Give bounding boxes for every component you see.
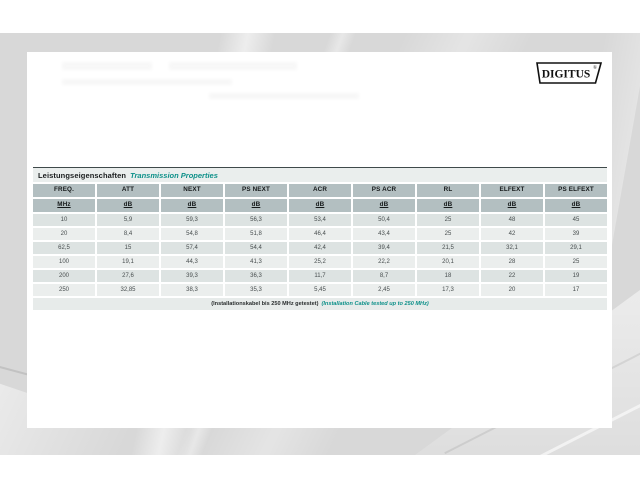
- table-row: 250 32,85 38,3 35,3 5,45 2,45 17,3 20 17: [33, 284, 607, 296]
- table-cell: 46,4: [289, 228, 351, 240]
- table-cell: 27,6: [97, 270, 159, 282]
- table-cell: 25: [417, 214, 479, 226]
- faded-print-artifact: [209, 93, 359, 99]
- table-cell: 20: [33, 228, 95, 240]
- table-cell: 59,3: [161, 214, 223, 226]
- table-cell: 57,4: [161, 242, 223, 254]
- table-header-row: FREQ. ATT NEXT PS NEXT ACR PS ACR RL ELFEXT PS E…: [33, 184, 607, 197]
- table-cell: 8,4: [97, 228, 159, 240]
- unit-label: dB: [225, 199, 287, 212]
- table-row: 200 27,6 39,3 36,3 11,7 8,7 18 22 19: [33, 270, 607, 282]
- faded-print-artifact: [62, 79, 232, 85]
- table-cell: 54,8: [161, 228, 223, 240]
- unit-label: dB: [481, 199, 543, 212]
- table-cell: 32,1: [481, 242, 543, 254]
- table-cell: 32,85: [97, 284, 159, 296]
- table-cell: 8,7: [353, 270, 415, 282]
- table-cell: 20: [481, 284, 543, 296]
- faded-print-artifact: [169, 62, 297, 70]
- digitus-logo-text: DIGITUS: [542, 69, 591, 81]
- table-cell: 21,5: [417, 242, 479, 254]
- table-cell: 48: [481, 214, 543, 226]
- column-header: ATT: [97, 184, 159, 197]
- table-cell: 41,3: [225, 256, 287, 268]
- table-cell: 5,9: [97, 214, 159, 226]
- table-title-english: Transmission Properties: [130, 170, 218, 180]
- table-cell: 11,7: [289, 270, 351, 282]
- table-cell: 28: [481, 256, 543, 268]
- column-header: FREQ.: [33, 184, 95, 197]
- table-cell: 54,4: [225, 242, 287, 254]
- table-cell: 51,8: [225, 228, 287, 240]
- table-cell: 22: [481, 270, 543, 282]
- table-cell: 17,3: [417, 284, 479, 296]
- table-row: 10 5,9 59,3 56,3 53,4 50,4 25 48 45: [33, 214, 607, 226]
- footnote-german: (Installationskabel bis 250 MHz getestet…: [211, 301, 319, 307]
- table-cell: 39,4: [353, 242, 415, 254]
- table-cell: 10: [33, 214, 95, 226]
- table-cell: 15: [97, 242, 159, 254]
- table-cell: 20,1: [417, 256, 479, 268]
- table-row: 20 8,4 54,8 51,8 46,4 43,4 25 42 39: [33, 228, 607, 240]
- table-cell: 45: [545, 214, 607, 226]
- table-cell: 44,3: [161, 256, 223, 268]
- unit-label: dB: [353, 199, 415, 212]
- column-header: NEXT: [161, 184, 223, 197]
- table-row: 62,5 15 57,4 54,4 42,4 39,4 21,5 32,1 29,1: [33, 242, 607, 254]
- table-cell: 36,3: [225, 270, 287, 282]
- column-header: ACR: [289, 184, 351, 197]
- unit-label: dB: [97, 199, 159, 212]
- column-header: PS NEXT: [225, 184, 287, 197]
- column-header: RL: [417, 184, 479, 197]
- table-row: 100 19,1 44,3 41,3 25,2 22,2 20,1 28 25: [33, 256, 607, 268]
- unit-label: MHz: [33, 199, 95, 212]
- footnote-english: (Installation Cable tested up to 250 MHz…: [321, 301, 429, 307]
- table-cell: 25,2: [289, 256, 351, 268]
- table-cell: 200: [33, 270, 95, 282]
- digitus-logo: DIGITUS ®: [535, 61, 603, 85]
- datasheet-page: DIGITUS ® Leistungseigenschaften Transmi…: [27, 52, 612, 428]
- faded-print-artifact: [62, 62, 152, 70]
- unit-label: dB: [417, 199, 479, 212]
- unit-label: dB: [289, 199, 351, 212]
- table-cell: 39,3: [161, 270, 223, 282]
- table-cell: 50,4: [353, 214, 415, 226]
- table-cell: 5,45: [289, 284, 351, 296]
- table-cell: 100: [33, 256, 95, 268]
- registered-trademark-icon: ®: [593, 65, 597, 71]
- table-cell: 38,3: [161, 284, 223, 296]
- table-cell: 250: [33, 284, 95, 296]
- column-header: PS ELFEXT: [545, 184, 607, 197]
- table-cell: 22,2: [353, 256, 415, 268]
- table-cell: 42: [481, 228, 543, 240]
- table-units-row: MHz dB dB dB dB dB dB dB dB: [33, 199, 607, 212]
- table-cell: 2,45: [353, 284, 415, 296]
- table-cell: 25: [545, 256, 607, 268]
- unit-label: dB: [161, 199, 223, 212]
- unit-label: dB: [545, 199, 607, 212]
- table-cell: 17: [545, 284, 607, 296]
- digitus-logo-frame: DIGITUS ®: [536, 62, 603, 84]
- table-body: 10 5,9 59,3 56,3 53,4 50,4 25 48 45 20 8,4 54,8 51,8…: [33, 214, 607, 296]
- column-header: PS ACR: [353, 184, 415, 197]
- table-cell: 42,4: [289, 242, 351, 254]
- table-cell: 25: [417, 228, 479, 240]
- transmission-properties-table: Leistungseigenschaften Transmission Prop…: [33, 167, 607, 310]
- table-cell: 18: [417, 270, 479, 282]
- table-cell: 43,4: [353, 228, 415, 240]
- table-cell: 19: [545, 270, 607, 282]
- table-cell: 35,3: [225, 284, 287, 296]
- table-title-german: Leistungseigenschaften: [38, 170, 127, 180]
- table-cell: 56,3: [225, 214, 287, 226]
- table-cell: 53,4: [289, 214, 351, 226]
- table-cell: 62,5: [33, 242, 95, 254]
- column-header: ELFEXT: [481, 184, 543, 197]
- table-footnote-bar: (Installationskabel bis 250 MHz getestet…: [33, 298, 607, 310]
- table-title-bar: Leistungseigenschaften Transmission Prop…: [33, 168, 607, 182]
- table-cell: 39: [545, 228, 607, 240]
- table-cell: 29,1: [545, 242, 607, 254]
- table-cell: 19,1: [97, 256, 159, 268]
